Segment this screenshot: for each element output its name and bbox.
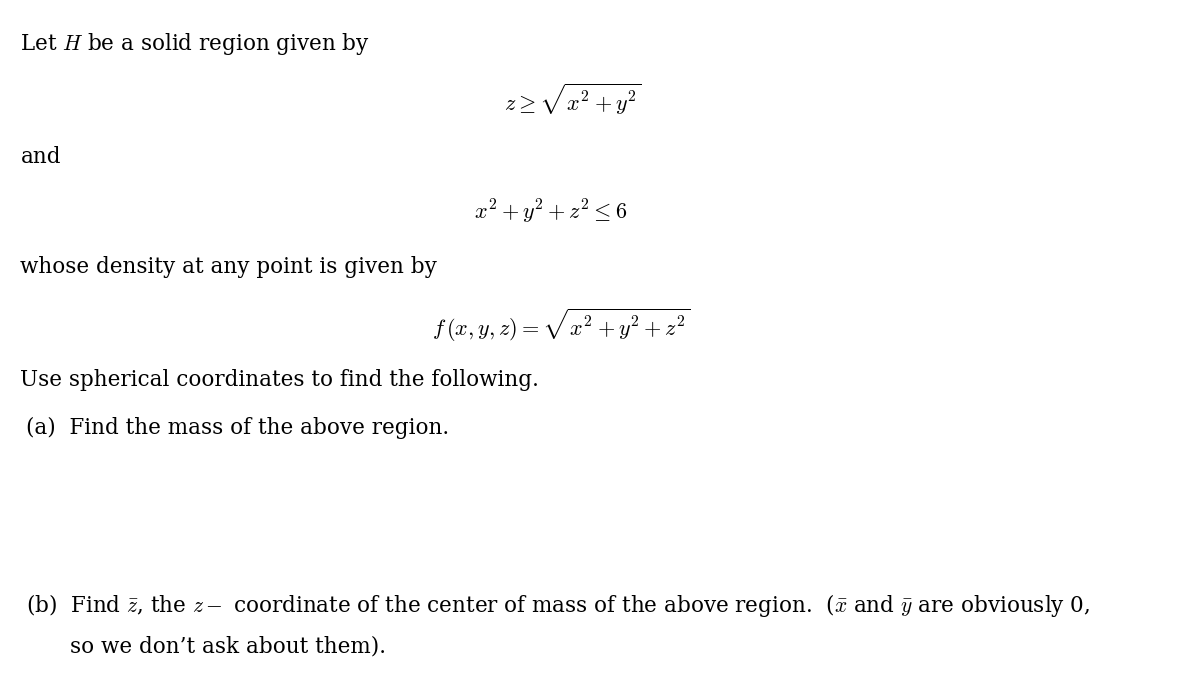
Text: $x^2 + y^2 + z^2 \leq 6$: $x^2 + y^2 + z^2 \leq 6$	[474, 198, 628, 226]
Text: whose density at any point is given by: whose density at any point is given by	[20, 256, 437, 278]
Text: (b)  Find $\bar{z}$, the $z-$ coordinate of the center of mass of the above regi: (b) Find $\bar{z}$, the $z-$ coordinate …	[26, 592, 1091, 619]
Text: Let $H$ be a solid region given by: Let $H$ be a solid region given by	[20, 31, 371, 57]
Text: (a)  Find the mass of the above region.: (a) Find the mass of the above region.	[26, 417, 450, 438]
Text: so we don’t ask about them).: so we don’t ask about them).	[70, 635, 385, 657]
Text: $f\,(x, y, z) = \sqrt{x^2 + y^2 + z^2}$: $f\,(x, y, z) = \sqrt{x^2 + y^2 + z^2}$	[432, 306, 690, 343]
Text: and: and	[20, 146, 61, 168]
Text: $z \geq \sqrt{x^2 + y^2}$: $z \geq \sqrt{x^2 + y^2}$	[504, 81, 642, 117]
Text: Use spherical coordinates to find the following.: Use spherical coordinates to find the fo…	[20, 369, 539, 391]
